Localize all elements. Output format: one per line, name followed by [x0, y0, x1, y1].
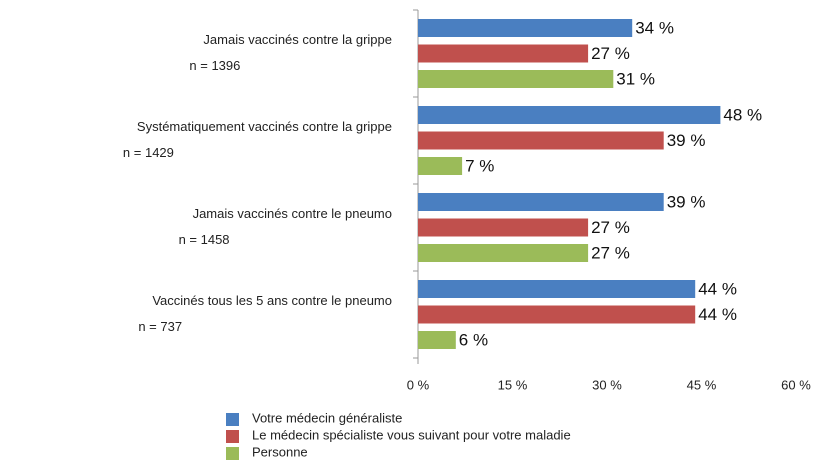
x-tick-label: 0 %: [407, 377, 430, 392]
x-tick-label: 15 %: [498, 377, 528, 392]
bar: [418, 331, 456, 349]
value-label: 48 %: [723, 105, 762, 124]
bar: [418, 244, 589, 262]
legend-label: Personne: [252, 444, 308, 459]
category-label: Jamais vaccinés contre le pneumo: [193, 206, 392, 221]
x-tick-label: 60 %: [781, 377, 811, 392]
category-label: Systématiquement vaccinés contre la grip…: [137, 119, 392, 134]
bar: [418, 19, 633, 37]
value-label: 7 %: [465, 156, 494, 175]
category-label: Vaccinés tous les 5 ans contre le pneumo: [152, 293, 392, 308]
category-note: n = 737: [138, 319, 182, 334]
legend-swatch: [226, 430, 239, 443]
legend-label: Le médecin spécialiste vous suivant pour…: [252, 427, 571, 442]
value-label: 44 %: [698, 305, 737, 324]
bar: [418, 131, 664, 150]
category-note: n = 1429: [123, 145, 174, 160]
value-label: 39 %: [667, 192, 706, 211]
category-label: Jamais vaccinés contre la grippe: [203, 32, 392, 47]
value-label: 34 %: [635, 18, 674, 37]
value-label: 44 %: [698, 279, 737, 298]
legend-swatch: [226, 447, 239, 460]
bar: [418, 218, 589, 237]
category-note: n = 1458: [179, 232, 230, 247]
bar: [418, 280, 696, 298]
value-label: 31 %: [616, 69, 655, 88]
bar: [418, 193, 664, 211]
bar: [418, 157, 463, 175]
value-label: 6 %: [459, 330, 488, 349]
legend-swatch: [226, 413, 239, 426]
bar: [418, 44, 589, 63]
value-label: 27 %: [591, 243, 630, 262]
bar: [418, 106, 721, 124]
bar: [418, 70, 614, 88]
legend-label: Votre médecin généraliste: [252, 410, 402, 425]
value-label: 27 %: [591, 218, 630, 237]
x-tick-label: 30 %: [592, 377, 622, 392]
value-label: 27 %: [591, 44, 630, 63]
category-note: n = 1396: [189, 58, 240, 73]
bar: [418, 305, 696, 324]
x-tick-label: 45 %: [687, 377, 717, 392]
value-label: 39 %: [667, 131, 706, 150]
